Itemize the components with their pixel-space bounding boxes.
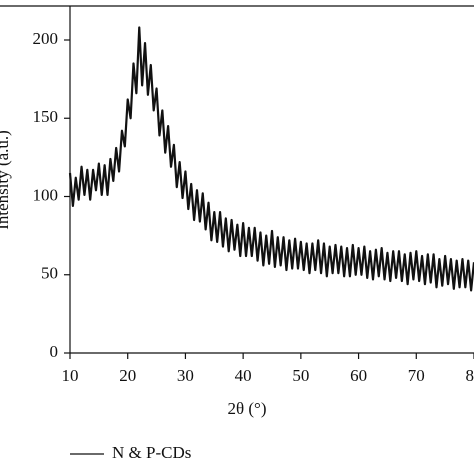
y-tick-label: 100 — [33, 185, 59, 204]
y-tick-label: 150 — [33, 107, 59, 126]
x-axis-label: 2θ (°) — [227, 399, 266, 418]
x-tick-label: 80 — [466, 366, 474, 385]
x-tick-label: 40 — [235, 366, 252, 385]
y-tick-label: 0 — [50, 342, 59, 361]
x-tick-label: 50 — [292, 366, 309, 385]
legend-label: N & P-CDs — [112, 443, 191, 462]
x-tick-label: 10 — [62, 366, 79, 385]
y-tick-label: 50 — [41, 264, 58, 283]
data-line — [68, 26, 474, 292]
y-tick-label: 200 — [33, 29, 59, 48]
x-tick-label: 30 — [177, 366, 194, 385]
y-axis-label: Intensity (a.u.) — [0, 130, 12, 230]
x-tick-label: 20 — [119, 366, 136, 385]
x-tick-label: 60 — [350, 366, 367, 385]
x-tick-label: 70 — [408, 366, 425, 385]
